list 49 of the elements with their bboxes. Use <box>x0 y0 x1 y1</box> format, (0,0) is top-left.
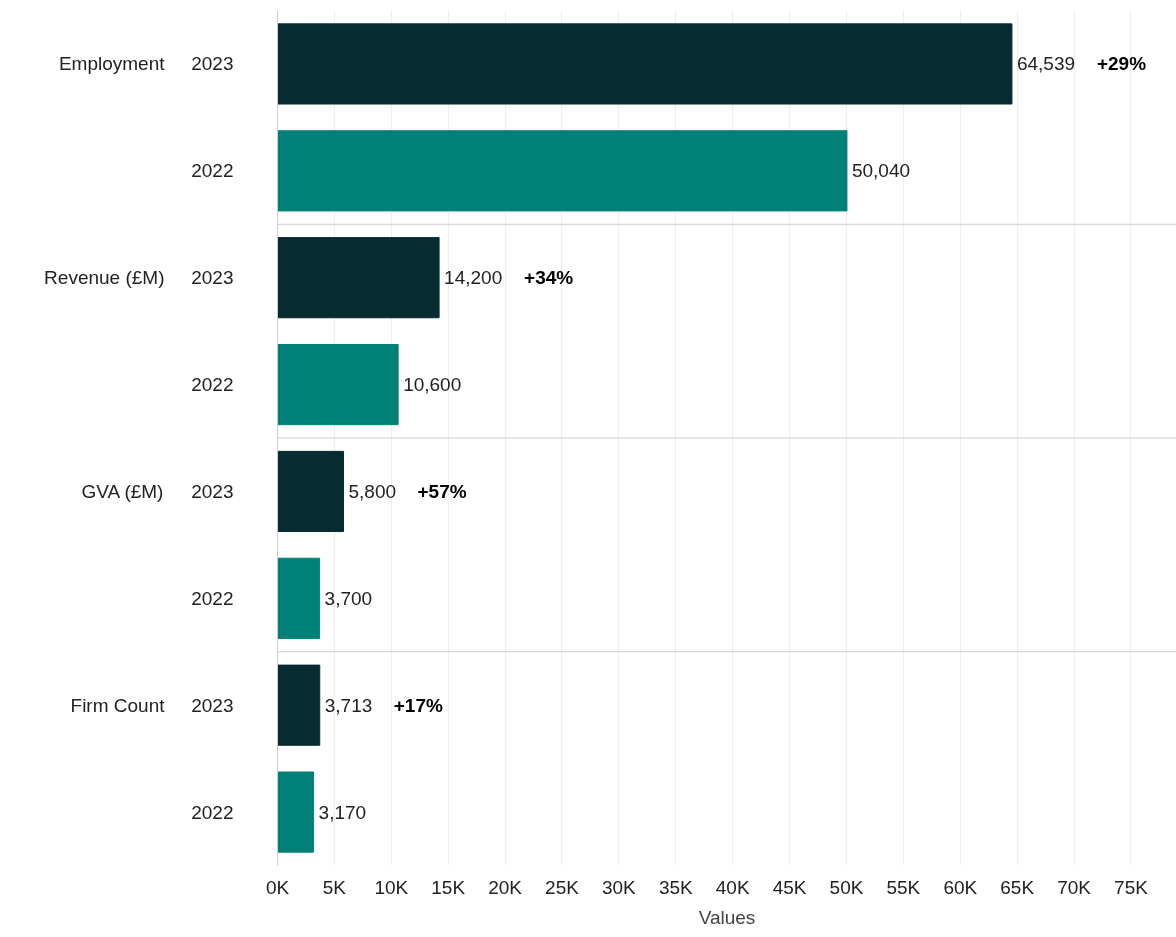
bar <box>277 450 344 533</box>
y-tick-label: 2023 <box>191 480 234 502</box>
y-tick-label: 2022 <box>191 801 234 823</box>
data-label: 5,800 <box>348 480 397 502</box>
annotation: +29% <box>1096 53 1147 75</box>
data-label: 64,539 <box>1016 53 1076 75</box>
bar <box>277 664 321 746</box>
y-tick-label: 2022 <box>191 587 234 609</box>
text: GVA (£M) <box>81 480 164 502</box>
bar <box>277 771 315 853</box>
x-tick-label: 70K <box>1057 876 1092 898</box>
text: Employment <box>58 53 166 75</box>
x-tick-label: 20K <box>488 876 523 898</box>
x-tick-label: 30K <box>601 876 637 898</box>
data-label: 3,713 <box>324 694 373 716</box>
x-axis-title: Values <box>698 906 756 928</box>
bar <box>277 23 1013 105</box>
annotation: +34% <box>524 267 574 289</box>
x-tick-label: 10K <box>374 876 409 898</box>
y-tick-label: 2023 <box>191 694 234 716</box>
data-label: 3,170 <box>318 801 367 823</box>
bar <box>277 237 440 319</box>
bar <box>277 343 399 426</box>
data-label: 3,700 <box>324 587 373 609</box>
annotation: +17% <box>393 694 443 716</box>
y-tick-label: 2022 <box>191 160 234 182</box>
x-tick-label: 5K <box>322 876 347 898</box>
data-label: 50,040 <box>851 160 911 182</box>
text: Firm Count <box>70 694 166 716</box>
bar <box>277 557 321 639</box>
y-tick-label: 2023 <box>191 267 234 289</box>
x-tick-label: 45K <box>772 876 807 898</box>
y-tick-label: 2023 <box>191 53 234 75</box>
x-tick-label: 60K <box>943 876 978 898</box>
x-tick-label: 25K <box>545 876 580 898</box>
data-label: 10,600 <box>403 374 462 396</box>
annotation: +57% <box>417 480 467 502</box>
x-tick-label: 50K <box>829 876 864 898</box>
x-tick-label: 40K <box>715 876 750 898</box>
x-tick-label: 55K <box>886 876 921 898</box>
y-tick-label: 2022 <box>191 374 234 396</box>
text: Revenue (£M) <box>44 267 165 289</box>
data-label: 14,200 <box>444 267 503 289</box>
x-tick-label: 0K <box>265 876 290 898</box>
x-tick-label: 75K <box>1114 876 1149 898</box>
x-tick-label: 15K <box>431 876 466 898</box>
bar <box>277 130 848 212</box>
x-tick-label: 35K <box>658 876 694 898</box>
x-tick-label: 65K <box>1000 876 1035 898</box>
